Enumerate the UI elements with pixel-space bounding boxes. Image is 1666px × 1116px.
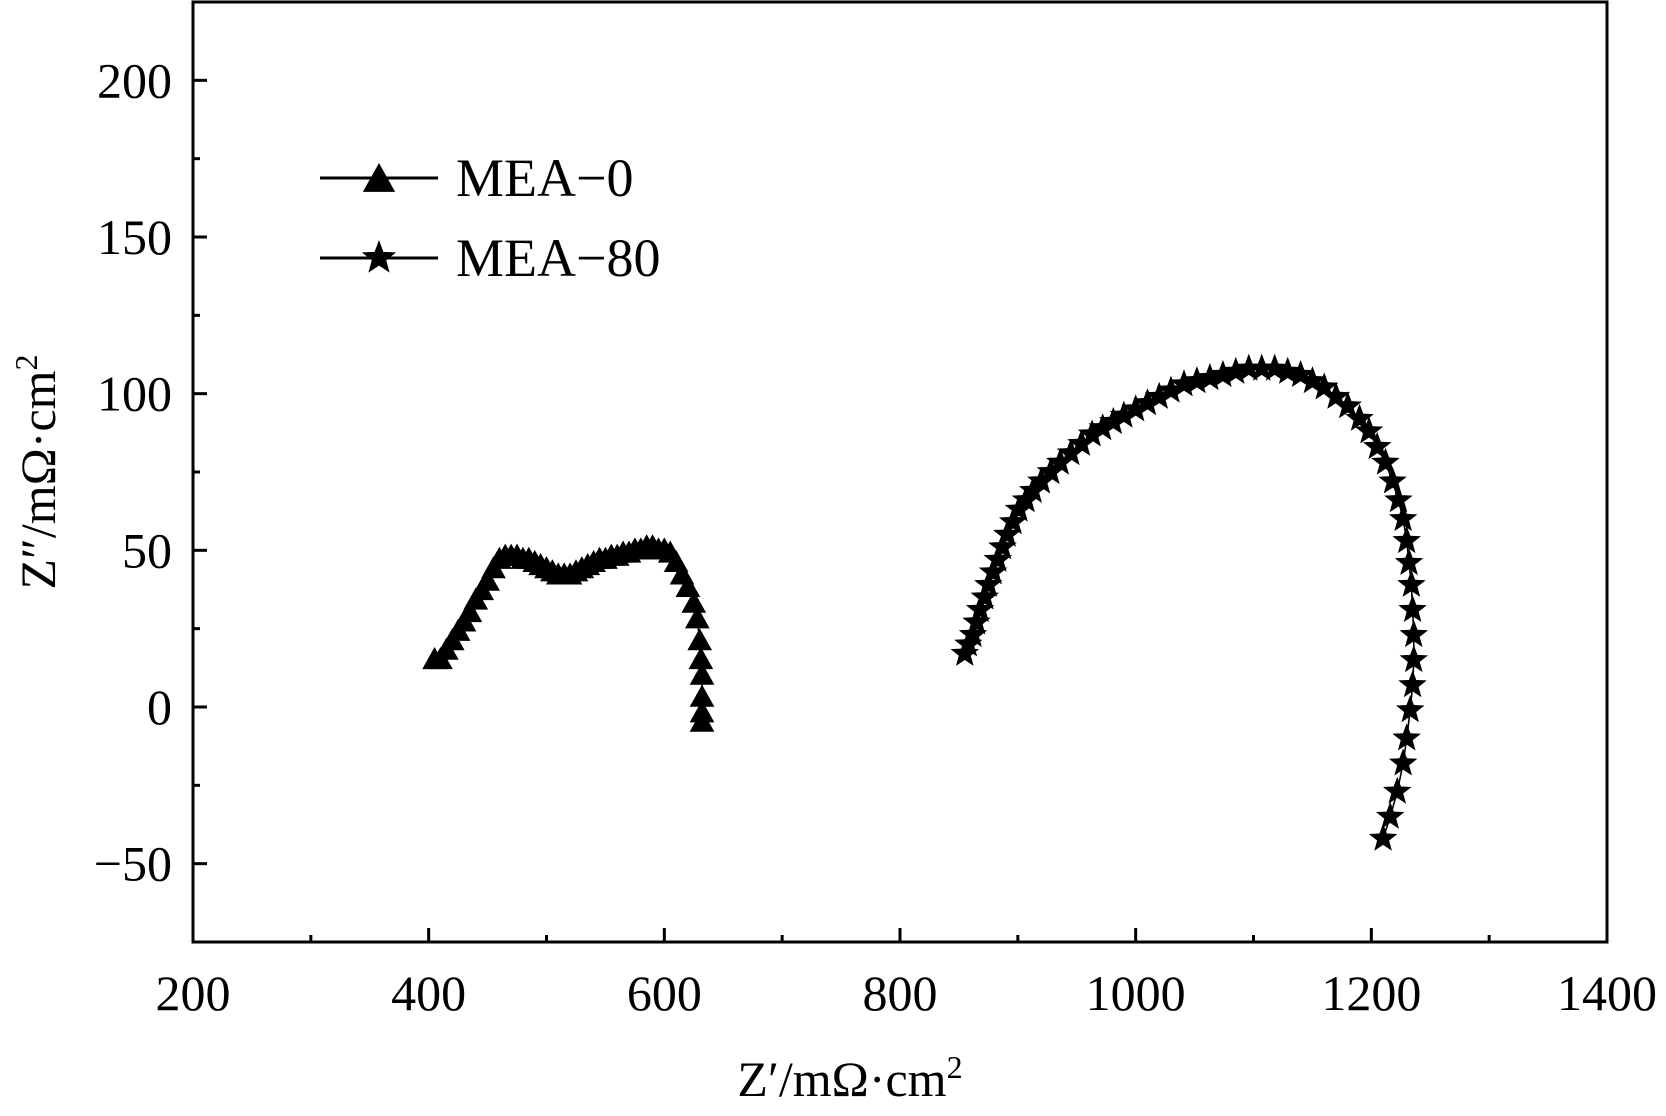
y-tick-label: 100 (97, 366, 172, 422)
series-mea-0 (422, 534, 715, 732)
data-point-star (1396, 695, 1425, 723)
data-point-star (1145, 381, 1174, 409)
data-point-star (1099, 406, 1128, 434)
x-tick-label: 1200 (1321, 965, 1421, 1021)
data-point-star (993, 519, 1022, 547)
data-point-star (1371, 447, 1400, 475)
data-point-star (1398, 670, 1427, 698)
data-point-star (1133, 388, 1162, 416)
star-marker-icon (361, 240, 397, 273)
data-point-star (1345, 403, 1374, 431)
data-point-star (1298, 366, 1327, 394)
data-point-star (1234, 353, 1264, 381)
legend-label-mea-0: MEA−0 (456, 148, 633, 208)
data-point-star (1109, 400, 1139, 428)
legend: MEA−0 MEA−80 (320, 148, 660, 288)
x-tick-label: 1000 (1086, 965, 1186, 1021)
data-point-star (1247, 353, 1276, 381)
data-point-triangle (457, 600, 483, 623)
data-point-star (983, 544, 1013, 572)
data-point-star (1375, 801, 1405, 829)
data-point-star (1121, 394, 1150, 422)
x-tick-label: 600 (627, 965, 702, 1021)
y-axis: −50 0 50 100 150 200 (94, 52, 207, 892)
x-axis-title: Z′/mΩ·cm2 (737, 1049, 962, 1107)
data-point-star (1208, 359, 1238, 387)
data-point-star (1077, 419, 1107, 447)
data-point-triangle (475, 568, 500, 591)
data-point-star (1195, 363, 1225, 391)
legend-label-mea-80: MEA−80 (456, 228, 660, 288)
data-point-star (1397, 569, 1426, 597)
data-point-star (1182, 366, 1212, 394)
data-point-triangle (689, 684, 715, 707)
data-point-star (1399, 619, 1428, 648)
data-point-star (1368, 823, 1398, 851)
data-point-star (962, 607, 991, 635)
data-point-star (1333, 391, 1362, 419)
data-point-star (1309, 372, 1339, 400)
y-axis-title-main: Z″/mΩ·cm (10, 370, 66, 589)
data-point-star (1399, 645, 1428, 673)
x-axis-title-main: Z′/mΩ·cm (737, 1051, 946, 1107)
data-point-star (1392, 723, 1421, 751)
data-point-star (1363, 431, 1392, 460)
legend-entry-mea-0: MEA−0 (320, 148, 633, 208)
data-point-star (1156, 375, 1186, 403)
data-point-star (1027, 466, 1056, 494)
data-point-star (974, 569, 1003, 597)
data-point-star (1383, 776, 1412, 804)
data-point-star (988, 532, 1017, 560)
data-point-star (1018, 475, 1048, 503)
data-point-star (1088, 413, 1117, 441)
x-tick-label: 800 (863, 965, 938, 1021)
data-point-star (1067, 428, 1096, 456)
data-point-star (1394, 547, 1424, 575)
data-point-triangle (687, 628, 713, 651)
data-point-star (1046, 447, 1075, 475)
data-point-star (1286, 359, 1315, 387)
data-point-triangle (681, 590, 707, 613)
data-point-triangle (689, 709, 715, 732)
x-axis: 200 400 600 800 1000 1200 1400 (156, 928, 1657, 1021)
data-point-star (958, 619, 988, 648)
x-axis-title-sup: 2 (947, 1049, 963, 1085)
data-point-star (1221, 356, 1251, 384)
data-point-star (978, 557, 1008, 585)
triangle-marker-icon (362, 163, 396, 192)
y-tick-label: 50 (122, 522, 172, 578)
data-point-star (965, 594, 995, 622)
x-tick-label: 400 (391, 965, 466, 1021)
data-point-star (1378, 466, 1407, 494)
data-point-triangle (688, 647, 714, 670)
data-point-star (1388, 504, 1418, 532)
series-line (964, 367, 1415, 839)
y-axis-title-sup: 2 (8, 354, 44, 370)
series-layer (422, 353, 1428, 851)
data-point-star (970, 582, 1000, 610)
x-tick-label: 200 (156, 965, 231, 1021)
data-point-star (1056, 438, 1086, 466)
data-point-star (1354, 416, 1384, 444)
data-point-star (1392, 525, 1421, 554)
y-axis-title: Z″/mΩ·cm2 (8, 354, 66, 589)
legend-entry-mea-80: MEA−80 (320, 228, 660, 288)
data-point-star (1169, 369, 1199, 397)
y-tick-label: 150 (97, 209, 172, 265)
data-point-star (1321, 381, 1351, 409)
data-point-triangle (684, 606, 710, 629)
series-mea-80 (950, 353, 1428, 851)
data-point-star (1398, 594, 1427, 622)
x-tick-label: 1400 (1557, 965, 1657, 1021)
data-point-triangle (689, 662, 715, 685)
data-point-star (1388, 748, 1418, 776)
data-point-star (1036, 457, 1066, 485)
y-tick-label: 0 (147, 679, 172, 735)
y-tick-label: 200 (97, 52, 172, 108)
data-point-star (998, 507, 1028, 535)
y-tick-label: −50 (94, 836, 172, 892)
data-point-star (1384, 485, 1413, 513)
